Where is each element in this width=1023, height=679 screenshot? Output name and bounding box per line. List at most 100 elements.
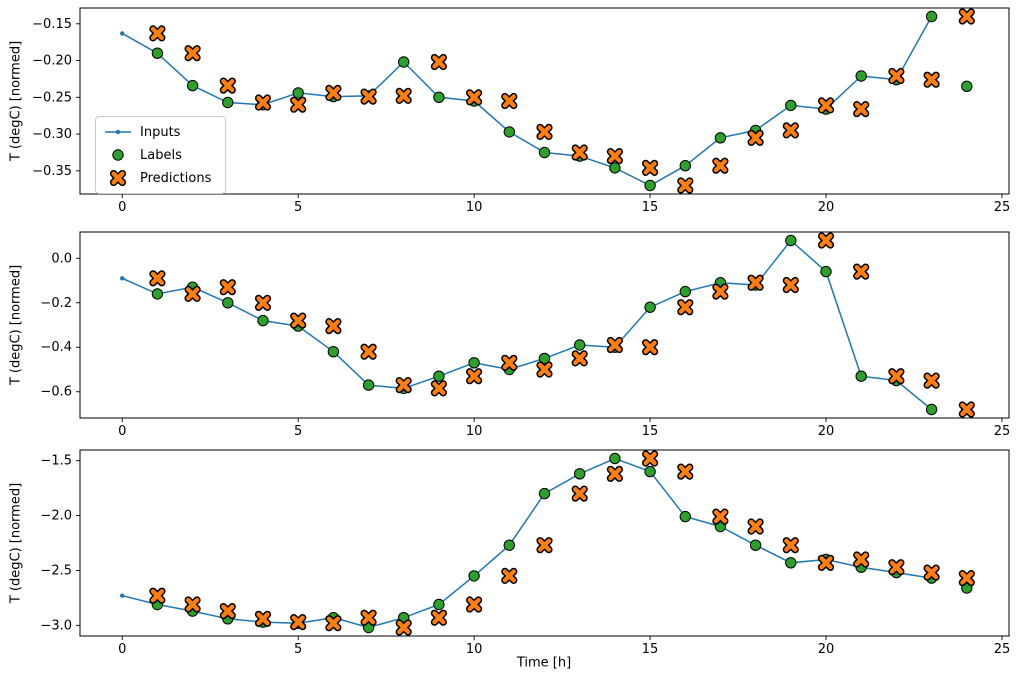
label-circle-marker: [855, 370, 867, 382]
prediction-x-marker: [291, 615, 305, 629]
subplot-2: 0 5 10 15 20 25 0.0 −0.2 −0.4 −0.6: [40, 231, 1011, 439]
labels-marker-icon: [112, 149, 124, 161]
prediction-x-marker: [713, 285, 727, 299]
label-circle-marker: [925, 10, 938, 23]
y-tick-label: −3.0: [40, 618, 72, 633]
prediction-x-marker: [186, 287, 200, 301]
prediction-x-marker: [362, 611, 376, 625]
axes-background: [80, 8, 1009, 194]
prediction-x-marker: [362, 345, 376, 359]
y-tick-label: −2.0: [40, 509, 72, 524]
y-tick-label: −2.5: [40, 563, 72, 578]
x-axis-label: Time [h]: [516, 655, 572, 671]
x-tick-label: 20: [818, 200, 835, 215]
inputs-line-icon: [105, 129, 131, 135]
prediction-x-marker: [749, 519, 763, 534]
y-tick-label: −0.30: [32, 127, 72, 142]
prediction-x-marker: [467, 369, 481, 383]
predictions-marker-icon: [109, 170, 127, 186]
label-circle-marker: [468, 357, 480, 369]
prediction-x-marker: [537, 125, 552, 139]
prediction-x-marker: [925, 566, 939, 580]
prediction-x-marker: [819, 233, 833, 248]
prediction-x-marker: [819, 556, 833, 570]
legend-label-labels: Labels: [140, 147, 182, 163]
label-circle-marker: [714, 132, 727, 144]
prediction-x-marker: [432, 55, 446, 69]
prediction-x-marker: [713, 159, 727, 173]
prediction-x-marker: [713, 510, 727, 524]
label-circle-marker: [538, 487, 551, 500]
prediction-x-marker: [150, 271, 164, 285]
label-circle-marker: [433, 91, 445, 104]
x-tick-label: 0: [118, 424, 126, 439]
x-tick-label: 0: [118, 200, 126, 215]
prediction-x-marker: [256, 296, 270, 310]
label-circle-marker: [679, 285, 691, 298]
prediction-x-marker: [537, 362, 552, 377]
x-tick-label: 25: [994, 200, 1011, 215]
y-tick-label: −0.35: [32, 164, 72, 179]
x-tick-label: 10: [466, 424, 483, 439]
x-tick-label: 10: [466, 642, 483, 657]
y-axis-label-subplot-1: T (degC) [normed]: [8, 40, 24, 162]
prediction-x-marker: [467, 597, 481, 612]
prediction-x-marker: [889, 560, 903, 574]
prediction-x-marker: [608, 467, 622, 481]
series-predictions: [149, 450, 975, 636]
x-tick-label: 15: [642, 200, 659, 215]
y-tick-label: −0.15: [32, 17, 72, 32]
prediction-x-marker: [573, 487, 587, 501]
inputs-point-marker: [120, 31, 125, 36]
prediction-x-marker: [291, 98, 305, 112]
prediction-x-marker: [889, 369, 903, 383]
prediction-x-marker: [960, 571, 974, 585]
x-tick-label: 5: [294, 424, 302, 439]
label-circle-marker: [574, 468, 586, 480]
label-circle-marker: [679, 160, 691, 172]
prediction-x-marker: [854, 552, 868, 567]
y-tick-label: 0.0: [51, 251, 72, 266]
x-tick-label: 5: [294, 200, 302, 215]
prediction-x-marker: [960, 402, 974, 417]
label-circle-marker: [503, 126, 515, 138]
axes-background: [80, 232, 1009, 418]
x-tick-label: 25: [994, 642, 1011, 657]
inputs-point-marker: [120, 593, 125, 598]
label-circle-marker: [398, 56, 410, 68]
prediction-x-marker: [432, 381, 446, 395]
legend-label-inputs: Inputs: [140, 124, 181, 140]
label-circle-marker: [151, 288, 164, 300]
y-axis-label-subplot-2: T (degC) [normed]: [8, 264, 24, 386]
prediction-x-marker: [854, 102, 868, 116]
x-tick-label: 25: [994, 424, 1011, 439]
prediction-x-marker: [608, 149, 622, 163]
label-circle-marker: [222, 96, 234, 109]
label-circle-marker: [925, 403, 938, 416]
label-circle-marker: [644, 465, 656, 478]
legend-item-inputs: Inputs: [104, 123, 211, 141]
prediction-x-marker: [678, 300, 692, 314]
prediction-x-marker: [819, 98, 833, 112]
label-circle-marker: [961, 80, 973, 93]
prediction-x-marker: [256, 612, 270, 626]
legend-label-predictions: Predictions: [140, 170, 212, 186]
prediction-x-marker: [221, 604, 235, 618]
prediction-x-marker: [889, 69, 903, 83]
prediction-x-marker: [925, 73, 939, 87]
y-tick-label: −0.25: [32, 90, 72, 105]
label-circle-marker: [574, 339, 586, 351]
y-axis-label-subplot-3: T (degC) [normed]: [8, 482, 24, 604]
label-circle-marker: [257, 314, 269, 327]
x-tick-label: 10: [466, 200, 483, 215]
prediction-x-marker: [502, 94, 516, 108]
label-circle-marker: [785, 557, 797, 569]
y-tick-label: −0.6: [40, 385, 72, 400]
subplot-1: 0 5 10 15 20 25 −0.15 −0.20 −0.25 −0.30 −0.35: [32, 7, 1011, 215]
prediction-x-marker: [256, 95, 270, 110]
label-circle-marker: [820, 265, 832, 278]
label-circle-marker: [785, 234, 797, 247]
label-circle-marker: [433, 598, 445, 611]
prediction-x-marker: [362, 90, 376, 104]
